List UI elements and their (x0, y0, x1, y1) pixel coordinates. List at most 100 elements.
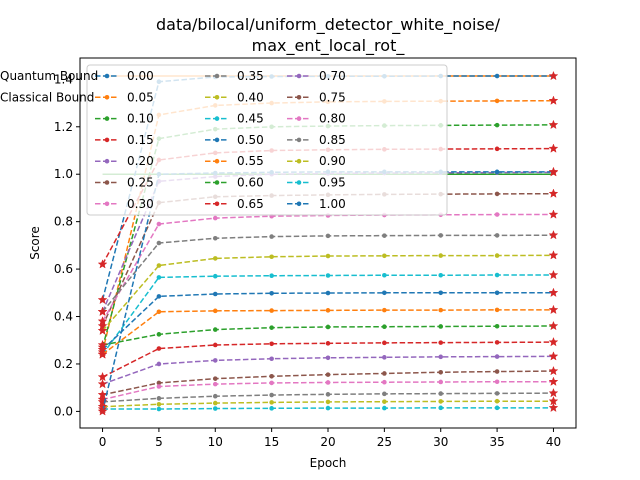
data-point (325, 253, 331, 259)
data-point (325, 399, 331, 405)
data-point (269, 373, 274, 379)
series-end-star (548, 166, 559, 177)
series-line (97, 351, 559, 389)
data-point (494, 290, 500, 296)
legend-marker (214, 95, 220, 100)
data-point (156, 263, 162, 268)
legend-entry: 0.05 (95, 90, 154, 104)
data-point (438, 354, 444, 360)
data-point (269, 325, 274, 330)
data-point (382, 371, 387, 376)
legend-marker (104, 73, 110, 79)
y-tick-label: 0.4 (54, 310, 73, 324)
legend-marker (214, 116, 220, 121)
legend-label: 0.80 (319, 112, 346, 126)
data-point (325, 233, 331, 239)
legend-entry: 0.55 (205, 154, 264, 168)
series-line (97, 229, 559, 316)
legend-label: 0.95 (319, 176, 346, 190)
legend-marker (296, 116, 302, 121)
data-point (494, 398, 500, 404)
data-point (212, 381, 218, 387)
series-end-star (97, 294, 108, 305)
data-point (269, 392, 274, 398)
data-point (212, 406, 218, 411)
series-end-star (548, 209, 559, 219)
series-end-star (97, 259, 108, 269)
data-point (494, 391, 500, 396)
data-point (494, 191, 500, 197)
data-point (382, 233, 387, 238)
data-point (156, 380, 162, 386)
series-end-star (548, 95, 559, 105)
legend-marker (214, 180, 220, 185)
legend-label: 0.40 (237, 90, 264, 104)
series-end-star (97, 371, 108, 382)
legend-entry: 0.85 (287, 133, 346, 147)
data-point (269, 406, 274, 411)
legend-label: 0.00 (127, 69, 154, 83)
data-point (325, 273, 331, 278)
legend-label: 0.15 (127, 133, 154, 147)
data-point (382, 324, 387, 330)
y-tick-label: 1.4 (54, 72, 73, 86)
legend-entry: 0.80 (287, 112, 346, 126)
series-end-star (548, 365, 559, 376)
legend-label: 0.35 (237, 69, 264, 83)
data-point (269, 380, 274, 386)
data-point (325, 324, 331, 330)
y-axis-label: Score (28, 226, 42, 260)
y-tick-label: 1.0 (54, 167, 73, 181)
data-point (156, 401, 162, 407)
legend-marker (104, 158, 110, 164)
x-tick-label: 25 (377, 435, 392, 449)
data-point (212, 256, 218, 261)
series-end-star (548, 320, 559, 331)
series-end-star (548, 336, 559, 347)
data-point (156, 396, 162, 401)
series-end-star (97, 306, 108, 316)
x-tick-label: 0 (99, 435, 107, 449)
series-end-star (548, 287, 559, 298)
data-point (494, 354, 500, 359)
series-end-star (97, 406, 108, 416)
x-tick-label: 30 (433, 435, 448, 449)
series-end-star (97, 316, 108, 326)
legend-label: 0.60 (237, 176, 264, 190)
legend-entry: Classical Bound (0, 90, 94, 104)
series-end-star (548, 387, 559, 398)
series-path (102, 292, 554, 351)
data-point (156, 221, 162, 227)
series-path (101, 254, 554, 332)
legend-label: 1.00 (319, 197, 346, 211)
data-point (438, 369, 444, 375)
data-point (269, 290, 274, 296)
series-end-star (548, 188, 559, 198)
series-end-star (548, 376, 559, 386)
series-end-star (97, 339, 108, 350)
y-tick-label: 0.8 (54, 215, 73, 229)
legend-marker (104, 95, 110, 100)
data-point (156, 332, 162, 337)
data-point (269, 234, 274, 239)
plot-frame (79, 57, 577, 429)
data-point (269, 254, 274, 260)
data-point (494, 212, 500, 217)
series-end-star (548, 250, 559, 260)
legend-entry: 0.25 (95, 176, 154, 190)
data-point (382, 379, 387, 385)
legend-entry: 0.60 (205, 176, 264, 190)
legend-box (86, 64, 448, 216)
legend-marker (104, 201, 110, 207)
legend-label: 0.65 (237, 197, 264, 211)
series-line (97, 365, 559, 400)
series-end-star (548, 402, 559, 413)
data-point (212, 358, 218, 363)
legend-label: Classical Bound (0, 90, 94, 104)
series-line (97, 250, 559, 335)
data-point (156, 275, 162, 280)
legend-entry: 0.30 (95, 197, 154, 211)
legend-entry: 1.00 (287, 197, 346, 211)
data-point (382, 253, 387, 259)
